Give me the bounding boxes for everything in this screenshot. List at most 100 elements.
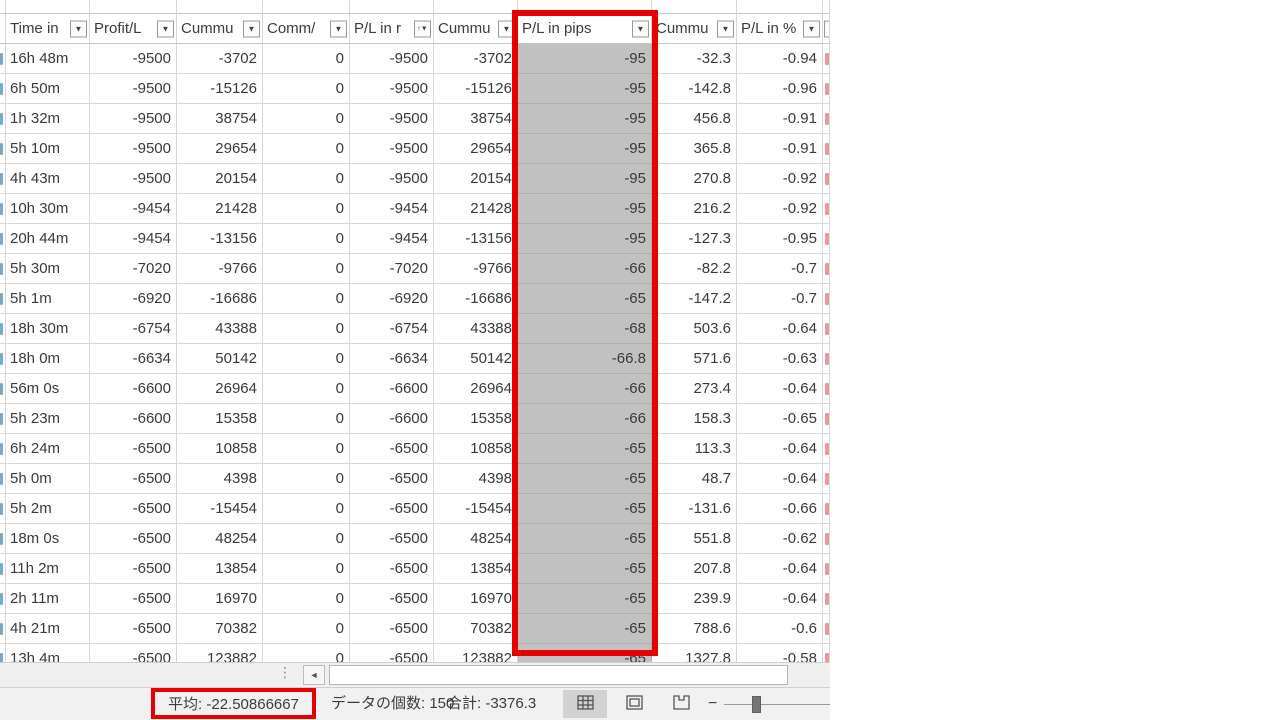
cell[interactable]: -6500 [90, 434, 177, 464]
cell[interactable]: 503.6 [652, 314, 737, 344]
cell[interactable]: 551.8 [652, 524, 737, 554]
cell[interactable]: 0 [263, 134, 350, 164]
cell[interactable]: -6500 [350, 494, 434, 524]
filter-dropdown-icon[interactable]: ▼ [157, 20, 174, 37]
cell[interactable]: 26964 [434, 374, 518, 404]
cell[interactable]: 13854 [177, 554, 263, 584]
cell[interactable]: -9500 [350, 164, 434, 194]
cell[interactable]: 4398 [177, 464, 263, 494]
cell[interactable]: 0 [263, 344, 350, 374]
cell[interactable]: -95 [518, 224, 652, 254]
cell[interactable]: 0 [263, 74, 350, 104]
cell[interactable]: 20154 [177, 164, 263, 194]
cell[interactable]: -9454 [350, 224, 434, 254]
cell[interactable]: -0.6 [737, 614, 823, 644]
cell[interactable]: -0.63 [737, 344, 823, 374]
cell[interactable]: 18m 0s [6, 524, 90, 554]
cell[interactable]: -3702 [434, 44, 518, 74]
cell[interactable]: 239.9 [652, 584, 737, 614]
cell[interactable]: 10h 30m [6, 194, 90, 224]
column-header-p-l-in-%[interactable]: P/L in % ▼ [737, 14, 823, 44]
column-header-cummu[interactable]: Cummu ▼ [434, 14, 518, 44]
zoom-slider-handle[interactable] [752, 696, 761, 713]
cell[interactable]: -0.7 [737, 254, 823, 284]
cell[interactable]: 50142 [434, 344, 518, 374]
cell[interactable]: 1327.8 [652, 644, 737, 662]
cell[interactable]: 0 [263, 44, 350, 74]
cell[interactable]: -0.58 [737, 644, 823, 662]
cell[interactable]: 0 [263, 464, 350, 494]
cell[interactable]: -6500 [90, 494, 177, 524]
cell[interactable]: 0 [263, 524, 350, 554]
cell[interactable]: 0 [263, 314, 350, 344]
cell[interactable]: -65 [518, 524, 652, 554]
cell[interactable]: 10858 [434, 434, 518, 464]
cell[interactable]: -6754 [350, 314, 434, 344]
filter-dropdown-icon[interactable]: ▼ [243, 20, 260, 37]
cell[interactable]: 70382 [177, 614, 263, 644]
column-header-p-l-in-r[interactable]: P/L in r ↑▼ [350, 14, 434, 44]
cell[interactable]: -13156 [177, 224, 263, 254]
normal-view-button[interactable] [563, 690, 607, 718]
cell[interactable]: 216.2 [652, 194, 737, 224]
cell[interactable]: 0 [263, 374, 350, 404]
cell[interactable]: -0.64 [737, 464, 823, 494]
scrollbar-resize-grip-icon[interactable]: ⋮ [278, 664, 292, 680]
cell[interactable]: -65 [518, 284, 652, 314]
cell[interactable]: -66 [518, 374, 652, 404]
cell[interactable]: 26964 [177, 374, 263, 404]
cell[interactable]: -6634 [90, 344, 177, 374]
scroll-left-button[interactable]: ◄ [303, 665, 325, 685]
cell[interactable]: -0.64 [737, 584, 823, 614]
cell[interactable]: 15358 [177, 404, 263, 434]
cell[interactable]: 18h 0m [6, 344, 90, 374]
cell[interactable]: -147.2 [652, 284, 737, 314]
filter-dropdown-icon[interactable]: ▼ [632, 20, 649, 37]
cell[interactable]: -0.64 [737, 374, 823, 404]
cell[interactable]: 365.8 [652, 134, 737, 164]
cell[interactable]: -0.64 [737, 314, 823, 344]
cell[interactable]: 5h 0m [6, 464, 90, 494]
cell[interactable]: -66 [518, 254, 652, 284]
cell[interactable]: 0 [263, 554, 350, 584]
cell[interactable]: 16970 [434, 584, 518, 614]
cell[interactable]: -95 [518, 134, 652, 164]
cell[interactable]: -6500 [350, 614, 434, 644]
column-header-cummu[interactable]: Cummu ▼ [652, 14, 737, 44]
cell[interactable]: 56m 0s [6, 374, 90, 404]
cell[interactable]: 20h 44m [6, 224, 90, 254]
filter-dropdown-icon[interactable]: ▼ [717, 20, 734, 37]
page-layout-view-button[interactable] [612, 690, 656, 718]
cell[interactable]: 16h 48m [6, 44, 90, 74]
cell[interactable]: -13156 [434, 224, 518, 254]
cell[interactable]: -6634 [350, 344, 434, 374]
cell[interactable]: 5h 30m [6, 254, 90, 284]
cell[interactable]: -65 [518, 494, 652, 524]
cell[interactable]: -9500 [350, 74, 434, 104]
cell[interactable]: -6500 [90, 554, 177, 584]
cell[interactable]: -9500 [350, 104, 434, 134]
cell[interactable]: -7020 [350, 254, 434, 284]
cell[interactable]: -68 [518, 314, 652, 344]
cell[interactable]: -142.8 [652, 74, 737, 104]
cell[interactable]: 123882 [177, 644, 263, 662]
cell[interactable]: 5h 2m [6, 494, 90, 524]
cell[interactable]: -0.91 [737, 134, 823, 164]
cell[interactable]: -65 [518, 584, 652, 614]
cell[interactable]: -9500 [350, 44, 434, 74]
cell[interactable]: -9500 [90, 44, 177, 74]
cell[interactable]: -6600 [90, 404, 177, 434]
cell[interactable]: 0 [263, 614, 350, 644]
cell[interactable]: -6600 [90, 374, 177, 404]
cell[interactable]: 43388 [434, 314, 518, 344]
cell[interactable]: -82.2 [652, 254, 737, 284]
cell[interactable]: -16686 [177, 284, 263, 314]
cell[interactable]: -9454 [90, 224, 177, 254]
cell[interactable]: 48254 [177, 524, 263, 554]
cell[interactable]: -0.66 [737, 494, 823, 524]
cell[interactable]: -0.7 [737, 284, 823, 314]
cell[interactable]: -65 [518, 434, 652, 464]
cell[interactable]: -6600 [350, 404, 434, 434]
cell[interactable]: -0.64 [737, 434, 823, 464]
cell[interactable]: -95 [518, 44, 652, 74]
